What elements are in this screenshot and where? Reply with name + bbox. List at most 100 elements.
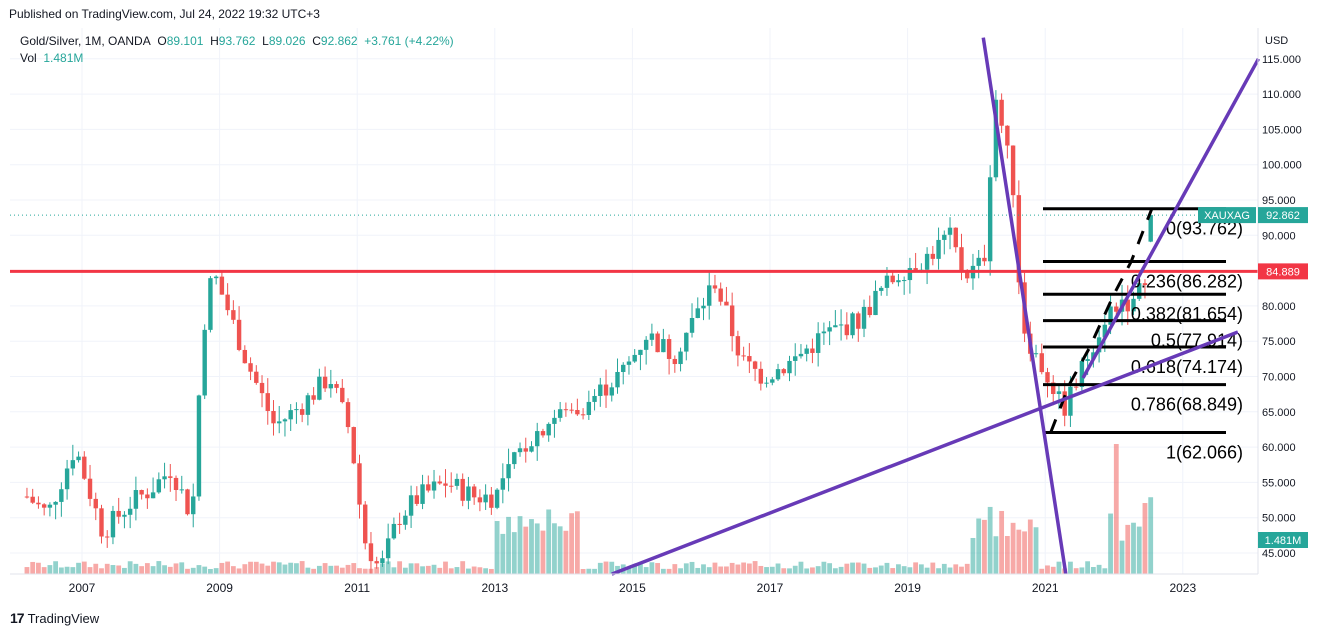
volume-legend: Vol 1.481M bbox=[20, 51, 83, 65]
volume-bar bbox=[1004, 536, 1010, 574]
volume-bar bbox=[104, 563, 110, 574]
candle-body bbox=[219, 276, 225, 295]
last-price-badge-bg bbox=[1258, 207, 1308, 224]
volume-bar bbox=[47, 565, 53, 574]
volume-bar bbox=[500, 533, 506, 574]
candle-body bbox=[598, 384, 603, 396]
volume-bar bbox=[821, 561, 827, 574]
volume-bar bbox=[402, 567, 408, 574]
volume-bar bbox=[643, 567, 649, 574]
volume-bar bbox=[477, 567, 483, 574]
volume-bar bbox=[253, 561, 259, 574]
volume-bar bbox=[701, 564, 706, 574]
volume-bar bbox=[764, 567, 769, 574]
volume-bar bbox=[867, 567, 873, 574]
price-badges: XAUXAG 92.862 84.889 1.481M bbox=[1198, 207, 1308, 548]
volume-bar bbox=[1039, 568, 1045, 574]
candle-body bbox=[523, 448, 528, 452]
candle-body bbox=[36, 502, 41, 505]
currency-label: USD bbox=[1265, 35, 1288, 47]
candle-body bbox=[856, 313, 861, 329]
candle-body bbox=[517, 448, 523, 453]
candle-body bbox=[431, 481, 437, 491]
candle-body bbox=[557, 409, 563, 418]
volume-bar bbox=[230, 566, 236, 574]
volume-bar bbox=[970, 537, 976, 574]
candle-body bbox=[156, 479, 162, 493]
candle-body bbox=[277, 421, 282, 424]
volume-bar bbox=[219, 562, 225, 574]
volume-bar bbox=[1010, 522, 1016, 574]
volume-bar bbox=[683, 563, 689, 574]
volume-bar bbox=[649, 562, 655, 574]
y-tick-label: 95.000 bbox=[1262, 195, 1296, 207]
candle-body bbox=[638, 349, 643, 355]
candle-body bbox=[363, 504, 368, 544]
volume-bar bbox=[294, 563, 299, 574]
candle-body bbox=[684, 332, 689, 352]
volume-bar bbox=[236, 568, 242, 574]
x-tick-label: 2011 bbox=[344, 581, 370, 595]
candle-body bbox=[689, 318, 695, 333]
candle-body bbox=[965, 271, 970, 279]
volume-bar bbox=[265, 565, 271, 574]
volume-bar bbox=[735, 564, 741, 574]
x-tick-label: 2015 bbox=[619, 581, 646, 595]
volume-bar bbox=[110, 565, 116, 574]
volume-bar bbox=[339, 567, 345, 574]
candle-body bbox=[535, 431, 540, 447]
candle-body bbox=[374, 561, 379, 564]
volume-bar bbox=[276, 562, 282, 574]
candle-body bbox=[265, 393, 270, 411]
volume-bar bbox=[156, 561, 162, 574]
volume-bar bbox=[282, 564, 288, 574]
candle-body bbox=[833, 325, 838, 328]
candle-body bbox=[770, 379, 775, 383]
tradingview-brand[interactable]: 17 TradingView bbox=[10, 610, 99, 626]
candle-body bbox=[540, 431, 546, 436]
volume-bar bbox=[133, 563, 139, 574]
candle-body bbox=[127, 508, 133, 515]
close-value: 92.862 bbox=[320, 34, 358, 48]
volume-bar bbox=[190, 567, 196, 574]
volume-bar bbox=[1113, 444, 1119, 574]
volume-badge-bg bbox=[1258, 532, 1308, 548]
volume-bar bbox=[53, 561, 59, 574]
volume-bar bbox=[982, 519, 987, 574]
volume-bar bbox=[443, 561, 448, 574]
candle-body bbox=[1108, 306, 1113, 325]
candle-body bbox=[987, 177, 993, 262]
volume-bar bbox=[878, 565, 884, 574]
candle-body bbox=[1148, 215, 1153, 242]
volume-bar bbox=[1096, 564, 1102, 574]
volume-bar bbox=[792, 565, 798, 574]
open-label: O bbox=[157, 34, 167, 48]
candle-body bbox=[191, 496, 196, 515]
volume-bar bbox=[81, 561, 87, 574]
candle-body bbox=[70, 460, 76, 469]
volume-bar bbox=[1050, 566, 1056, 574]
volume-bar bbox=[901, 566, 907, 574]
trend-line bbox=[981, 37, 1068, 575]
candle-body bbox=[758, 368, 764, 384]
volume-bar bbox=[322, 563, 328, 574]
candle-body bbox=[110, 510, 116, 538]
candle-body bbox=[552, 417, 557, 424]
volume-bar bbox=[741, 562, 747, 574]
volume-bar bbox=[947, 567, 953, 574]
x-tick-label: 2017 bbox=[757, 581, 784, 595]
volume-bar bbox=[460, 561, 466, 574]
candle-body bbox=[821, 331, 827, 334]
candle-body bbox=[930, 253, 936, 259]
candle-body bbox=[1051, 382, 1056, 395]
chart-grid bbox=[10, 28, 1258, 574]
candle-body bbox=[150, 492, 156, 499]
volume-bar bbox=[1079, 567, 1085, 574]
vol-value: 1.481M bbox=[43, 51, 84, 65]
candle-body bbox=[764, 382, 769, 384]
volume-bar bbox=[1125, 524, 1131, 574]
candle-body bbox=[603, 384, 609, 396]
candle-body bbox=[942, 234, 947, 240]
volume-bar bbox=[127, 561, 133, 574]
